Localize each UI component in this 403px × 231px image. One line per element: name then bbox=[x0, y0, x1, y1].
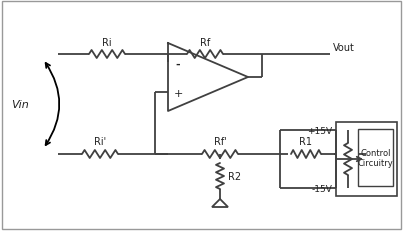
Text: Ri: Ri bbox=[102, 38, 112, 48]
Bar bbox=[358, 129, 393, 186]
Text: Ri': Ri' bbox=[94, 137, 106, 146]
Text: +15V: +15V bbox=[307, 127, 332, 136]
Text: R2: R2 bbox=[228, 171, 241, 181]
Text: -15V: -15V bbox=[311, 185, 332, 194]
Text: R1: R1 bbox=[299, 137, 312, 146]
FancyArrowPatch shape bbox=[46, 64, 59, 145]
Text: Rf: Rf bbox=[200, 38, 210, 48]
Text: Vout: Vout bbox=[333, 43, 355, 53]
Text: Control
Circuitry: Control Circuitry bbox=[357, 148, 393, 167]
Text: +: + bbox=[173, 88, 183, 99]
Text: -: - bbox=[176, 60, 180, 70]
Text: Rf': Rf' bbox=[214, 137, 226, 146]
Bar bbox=[336, 122, 397, 196]
Text: Vin: Vin bbox=[11, 100, 29, 109]
